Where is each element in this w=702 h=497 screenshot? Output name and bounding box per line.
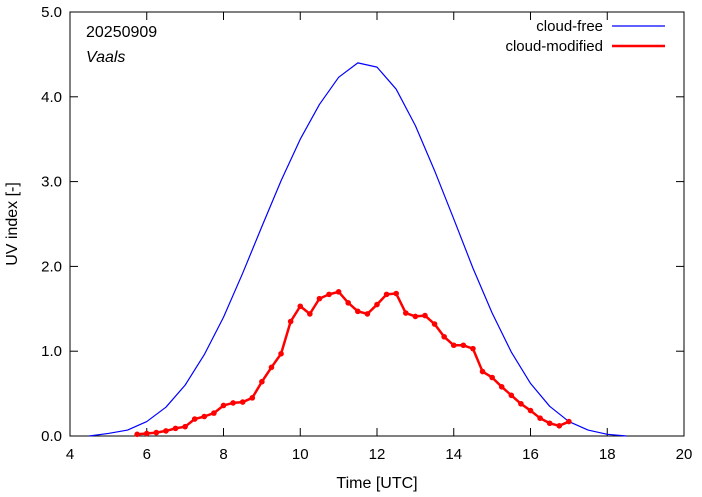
data-point-cloud-modified	[345, 300, 352, 306]
data-point-cloud-modified	[191, 416, 198, 422]
data-point-cloud-modified	[383, 291, 390, 298]
x-tick-label: 20	[676, 446, 693, 463]
axis-ticks: 4 6 8 10 12 14 16 18 20 0.0 1.0 2.0 3.0 4.0 5.0	[41, 4, 692, 463]
x-tick-label: 8	[219, 446, 227, 463]
plot-frame	[69, 11, 685, 437]
y-tick-label: 5.0	[41, 4, 62, 21]
data-point-cloud-modified	[307, 311, 313, 317]
data-point-cloud-modified	[220, 402, 227, 409]
data-point-cloud-modified	[316, 295, 323, 302]
data-point-cloud-modified	[441, 333, 447, 340]
legend-label-cloud-modified: cloud-modified	[505, 38, 603, 55]
data-point-cloud-modified	[450, 342, 457, 349]
data-point-cloud-modified	[201, 413, 208, 420]
data-point-cloud-modified	[556, 423, 563, 429]
x-tick-label: 16	[522, 446, 539, 463]
data-point-cloud-modified	[374, 301, 380, 308]
data-point-cloud-modified	[182, 423, 188, 430]
data-point-cloud-modified	[479, 368, 486, 375]
date-annotation: 20250909	[86, 24, 157, 41]
data-point-cloud-modified	[297, 303, 304, 310]
data-point-cloud-modified	[355, 308, 361, 315]
y-axis-title: UV index [-]	[4, 182, 21, 266]
data-point-cloud-modified	[364, 311, 371, 317]
x-tick-label: 14	[445, 446, 462, 463]
data-point-cloud-modified	[527, 407, 534, 414]
data-point-cloud-modified	[211, 410, 217, 416]
series-line-cloud-free	[89, 62, 627, 437]
x-tick-label: 4	[66, 446, 74, 463]
x-axis-title: Time [UTC]	[336, 475, 417, 492]
data-point-cloud-modified	[546, 420, 553, 427]
data-point-cloud-modified	[422, 312, 428, 319]
data-point-cloud-modified	[537, 415, 543, 421]
location-annotation: Vaals	[86, 49, 125, 66]
y-tick-label: 3.0	[41, 174, 62, 191]
series-layer	[89, 62, 627, 438]
data-point-cloud-modified	[249, 395, 256, 401]
data-point-cloud-modified	[489, 374, 495, 381]
data-point-cloud-modified	[566, 418, 572, 425]
data-point-cloud-modified	[470, 345, 476, 352]
series-line-cloud-modified	[137, 290, 570, 436]
y-tick-label: 0.0	[41, 428, 62, 445]
y-tick-label: 2.0	[41, 258, 62, 275]
y-tick-label: 4.0	[41, 89, 62, 106]
x-tick-label: 12	[369, 446, 386, 463]
data-point-cloud-modified	[518, 400, 524, 407]
data-point-cloud-modified	[326, 291, 332, 298]
data-point-cloud-modified	[287, 318, 294, 325]
data-point-cloud-modified	[134, 431, 140, 438]
data-point-cloud-modified	[508, 392, 515, 399]
data-point-cloud-modified	[431, 321, 438, 327]
data-point-cloud-modified	[412, 313, 419, 320]
data-point-cloud-modified	[402, 310, 409, 316]
data-point-cloud-modified	[498, 384, 505, 390]
data-point-cloud-modified	[393, 290, 399, 297]
data-point-cloud-modified	[268, 364, 275, 371]
data-point-cloud-modified	[239, 399, 246, 405]
data-point-cloud-modified	[143, 430, 150, 437]
data-point-cloud-modified	[278, 350, 284, 357]
data-point-cloud-modified	[230, 400, 236, 406]
data-point-cloud-modified	[335, 289, 342, 295]
data-point-cloud-modified	[259, 378, 265, 385]
data-point-cloud-modified	[460, 342, 467, 349]
legend: cloud-free cloud-modified	[505, 18, 665, 55]
data-point-cloud-modified	[172, 425, 179, 432]
data-point-cloud-modified	[163, 428, 169, 434]
x-tick-label: 18	[599, 446, 616, 463]
data-point-cloud-modified	[153, 429, 160, 436]
y-tick-label: 1.0	[41, 343, 62, 360]
legend-label-cloud-free: cloud-free	[536, 18, 603, 35]
x-tick-label: 10	[292, 446, 309, 463]
x-tick-label: 6	[143, 446, 151, 463]
